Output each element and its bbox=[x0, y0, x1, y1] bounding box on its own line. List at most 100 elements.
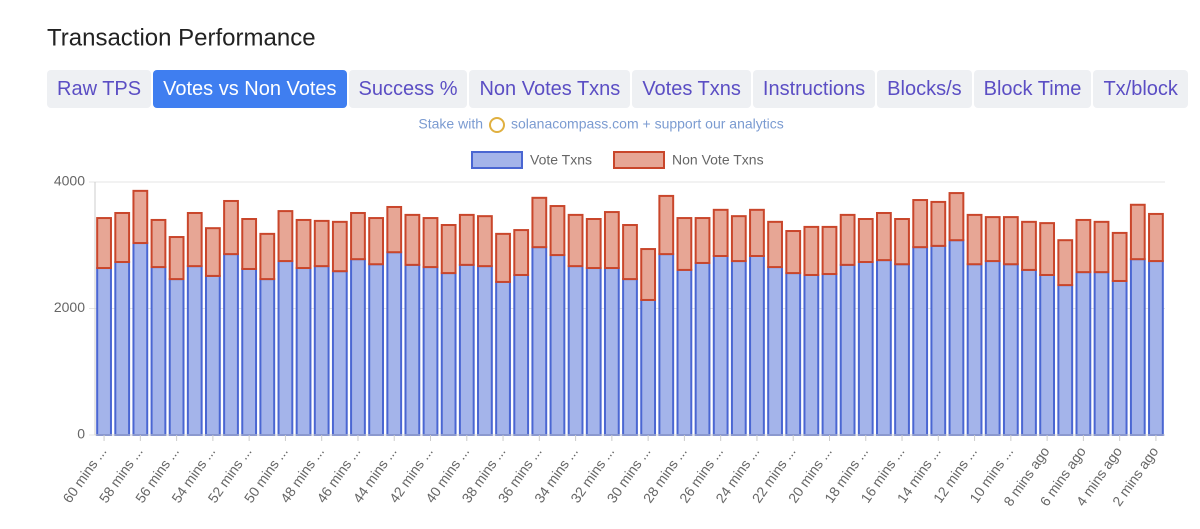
bar-segment bbox=[422, 217, 439, 269]
bar-segment bbox=[404, 263, 421, 437]
bar-segment bbox=[114, 211, 131, 264]
bar-segment bbox=[1057, 239, 1074, 287]
bar-segment bbox=[603, 211, 620, 270]
bar-segment bbox=[567, 265, 584, 436]
bar-segment bbox=[96, 267, 112, 436]
bar-segment bbox=[531, 196, 548, 249]
bar-segment bbox=[640, 248, 657, 301]
bar-segment bbox=[839, 263, 856, 437]
bar-segment bbox=[223, 199, 239, 256]
bar-segment bbox=[1129, 203, 1146, 261]
page-title: Transaction Performance bbox=[47, 24, 316, 51]
bar-segment bbox=[295, 267, 312, 436]
bar-segment bbox=[694, 261, 711, 436]
promo-icon bbox=[489, 117, 505, 133]
bar-segment bbox=[422, 266, 439, 437]
bar-segment bbox=[368, 217, 384, 266]
bar-segment bbox=[549, 205, 566, 257]
tab[interactable]: Non Votes Txns bbox=[469, 70, 631, 108]
bar-segment bbox=[585, 267, 602, 436]
bar-segment bbox=[749, 255, 765, 436]
bar-segment bbox=[1111, 231, 1128, 282]
bar-segment bbox=[1111, 279, 1128, 436]
bar-segment bbox=[930, 244, 947, 436]
tab[interactable]: Raw TPS bbox=[47, 70, 152, 108]
legend-swatch bbox=[471, 151, 523, 169]
bar-segment bbox=[495, 280, 511, 436]
tab[interactable]: Tx/block bbox=[1093, 70, 1188, 108]
bar-segment bbox=[350, 258, 366, 437]
bar-segment bbox=[839, 213, 856, 266]
bar-segment bbox=[1093, 271, 1110, 436]
bar-segment bbox=[712, 255, 729, 436]
tab[interactable]: Success % bbox=[348, 70, 468, 108]
bar-segment bbox=[640, 298, 657, 436]
y-tick-label: 4000 bbox=[54, 173, 85, 189]
bar-segment bbox=[876, 211, 892, 262]
y-tick-label: 2000 bbox=[54, 299, 85, 315]
bar-segment bbox=[458, 213, 475, 266]
bar-segment bbox=[1075, 271, 1092, 436]
bar-segment bbox=[331, 220, 348, 273]
bar-segment bbox=[821, 273, 838, 436]
bar-segment bbox=[894, 263, 910, 436]
bar-segment bbox=[857, 261, 874, 437]
bar-segment bbox=[730, 260, 747, 436]
bar-segment bbox=[712, 208, 729, 258]
bar-segment bbox=[186, 265, 203, 436]
bar-segment bbox=[513, 273, 530, 437]
bar-segment bbox=[331, 270, 348, 436]
bar-segment bbox=[803, 225, 820, 276]
bar-segment bbox=[622, 224, 638, 281]
tab[interactable]: Instructions bbox=[752, 70, 876, 108]
bar-segment bbox=[694, 217, 711, 264]
bar-segment bbox=[223, 253, 239, 436]
tab[interactable]: Blocks/s bbox=[877, 70, 972, 108]
bar-segment bbox=[676, 217, 693, 271]
bar-segment bbox=[1093, 220, 1110, 274]
bar-segment bbox=[259, 232, 276, 281]
bar-segment bbox=[912, 199, 929, 249]
bar-segment bbox=[785, 272, 802, 436]
bar-segment bbox=[821, 225, 838, 276]
bar-segment bbox=[495, 232, 511, 283]
bar-segment bbox=[966, 263, 983, 436]
tab-bar: Raw TPS Votes vs Non Votes Success % Non Vo… bbox=[47, 70, 1188, 108]
bar-segment bbox=[350, 211, 366, 261]
bar-segment bbox=[549, 254, 566, 436]
bar-segment bbox=[676, 268, 693, 437]
bar-segment bbox=[404, 213, 421, 266]
tab[interactable]: Votes Txns bbox=[632, 70, 751, 108]
bar-segment bbox=[984, 260, 1001, 436]
bar-segment bbox=[785, 230, 802, 275]
bar-segment bbox=[1148, 260, 1164, 436]
bar-segment bbox=[1021, 220, 1037, 271]
bar-segment bbox=[241, 218, 258, 270]
bar-segment bbox=[1075, 218, 1092, 274]
tab[interactable]: Votes vs Non Votes bbox=[153, 70, 347, 108]
legend-swatch bbox=[613, 151, 665, 169]
bar-segment bbox=[1057, 284, 1074, 436]
bar-segment bbox=[440, 272, 457, 436]
bar-segment bbox=[477, 265, 493, 436]
legend-label: Vote Txns bbox=[530, 152, 592, 168]
bar-segment bbox=[386, 251, 403, 436]
bar-segment bbox=[477, 215, 493, 268]
legend-label: Non Vote Txns bbox=[672, 152, 764, 168]
bar-segment bbox=[948, 239, 965, 436]
bar-segment bbox=[204, 227, 221, 277]
bar-segment bbox=[857, 218, 874, 264]
bar-segment bbox=[440, 224, 457, 275]
bar-segment bbox=[513, 229, 530, 276]
bar-segment bbox=[132, 242, 149, 436]
bar-segment bbox=[658, 253, 675, 436]
bar-segment bbox=[458, 263, 475, 437]
promo-link[interactable]: solanacompass.com + support our analytic… bbox=[511, 116, 784, 132]
bar-segment bbox=[168, 236, 185, 281]
y-tick-label: 0 bbox=[77, 426, 85, 442]
bar-segment bbox=[259, 278, 276, 436]
bar-segment bbox=[204, 274, 221, 436]
tab[interactable]: Block Time bbox=[973, 70, 1092, 108]
bar-segment bbox=[114, 261, 131, 437]
